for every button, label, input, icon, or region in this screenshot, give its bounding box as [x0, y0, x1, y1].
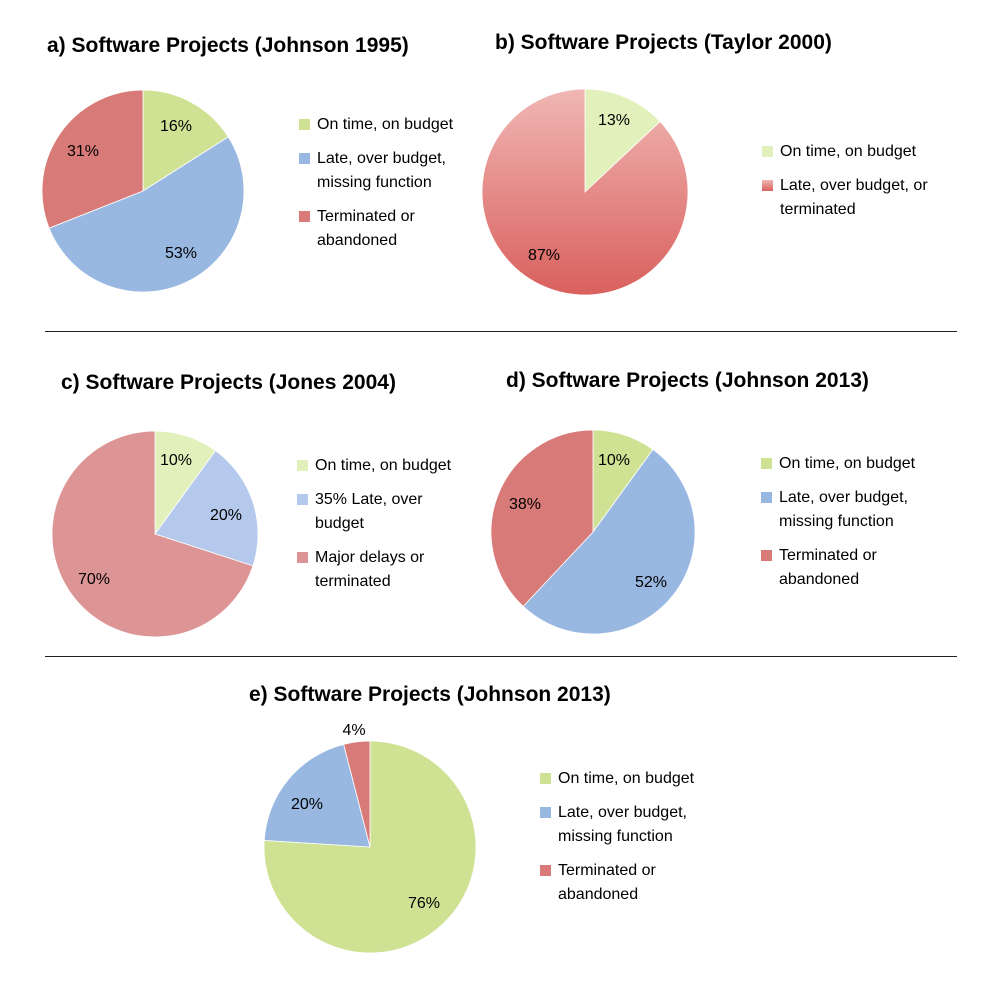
legend: On time, on budget Late, over budget, mis…	[540, 767, 720, 917]
slice-value-label: 38%	[509, 496, 541, 513]
slice-value-label: 70%	[78, 571, 110, 588]
slice-value-label: 16%	[160, 118, 192, 135]
legend-swatch	[762, 180, 773, 191]
legend-label: Terminated or abandoned	[558, 862, 656, 903]
legend-swatch	[299, 119, 310, 130]
divider-top	[45, 331, 957, 332]
pie-slice	[522, 448, 696, 635]
pie-slice	[142, 89, 229, 192]
legend-label: On time, on budget	[315, 457, 452, 474]
legend-item: On time, on budget	[297, 454, 467, 478]
slice-value-label: 20%	[210, 507, 242, 524]
legend-item: Terminated or abandoned	[540, 859, 720, 907]
legend-swatch	[761, 550, 772, 561]
slice-value-label: 31%	[67, 143, 99, 160]
chart-title: a) Software Projects (Johnson 1995)	[47, 34, 409, 57]
legend-swatch	[540, 865, 551, 876]
pie-slice	[154, 450, 259, 567]
legend-swatch	[297, 494, 308, 505]
legend-item: On time, on budget	[761, 452, 931, 476]
legend: On time, on budget Late, over budget, mis…	[299, 113, 469, 263]
legend-swatch	[297, 552, 308, 563]
pie-slice	[490, 429, 594, 607]
legend-swatch	[299, 153, 310, 164]
slice-value-label: 76%	[408, 895, 440, 912]
legend-item: On time, on budget	[540, 767, 720, 791]
legend-item: Terminated or abandoned	[761, 544, 931, 592]
chart-title: c) Software Projects (Jones 2004)	[61, 371, 396, 394]
slice-value-label: 10%	[160, 452, 192, 469]
legend-swatch	[540, 807, 551, 818]
slice-value-label: 53%	[165, 245, 197, 262]
pie-slice	[263, 743, 371, 848]
legend-swatch	[299, 211, 310, 222]
legend-item: Late, over budget, missing function	[299, 147, 469, 195]
pie-slice	[51, 430, 254, 638]
legend-label: Terminated or abandoned	[317, 208, 415, 249]
legend-label: Late, over budget, missing function	[317, 150, 446, 191]
legend-swatch	[762, 146, 773, 157]
legend-label: On time, on budget	[558, 770, 695, 787]
legend-label: On time, on budget	[317, 116, 454, 133]
legend-item: On time, on budget	[762, 140, 932, 164]
legend-item: 35% Late, over budget	[297, 488, 467, 536]
legend: On time, on budget Late, over budget, mis…	[761, 452, 931, 602]
pie-slice	[481, 88, 689, 296]
legend-label: Late, over budget, missing function	[779, 489, 908, 530]
legend-label: Terminated or abandoned	[779, 547, 877, 588]
legend-item: Late, over budget, missing function	[540, 801, 720, 849]
slice-value-label: 13%	[598, 112, 630, 129]
legend-label: Major delays or terminated	[315, 549, 425, 590]
legend-item: Late, over budget, or terminated	[762, 174, 932, 222]
legend: On time, on budget 35% Late, over budget M…	[297, 454, 467, 604]
legend-label: 35% Late, over budget	[315, 491, 423, 532]
pie-slice	[263, 740, 477, 954]
slice-value-label: 52%	[635, 574, 667, 591]
legend-item: Major delays or terminated	[297, 546, 467, 594]
slice-value-label: 20%	[291, 796, 323, 813]
legend-label: Late, over budget, missing function	[558, 804, 687, 845]
legend-item: Terminated or abandoned	[299, 205, 469, 253]
pie-slice	[343, 740, 371, 848]
legend-label: On time, on budget	[779, 455, 916, 472]
slice-value-label: 87%	[528, 247, 560, 264]
legend-item: On time, on budget	[299, 113, 469, 137]
divider-bottom	[45, 656, 957, 657]
pie-slice	[41, 89, 144, 229]
legend: On time, on budget Late, over budget, or …	[762, 140, 932, 232]
slice-value-label: 10%	[598, 452, 630, 469]
legend-label: Late, over budget, or terminated	[780, 177, 928, 218]
legend-swatch	[297, 460, 308, 471]
legend-swatch	[540, 773, 551, 784]
pie-slice	[584, 88, 661, 193]
chart-title: b) Software Projects (Taylor 2000)	[495, 31, 832, 54]
pie-slice	[48, 136, 245, 293]
legend-swatch	[761, 492, 772, 503]
legend-item: Late, over budget, missing function	[761, 486, 931, 534]
legend-label: On time, on budget	[780, 143, 917, 160]
chart-title: e) Software Projects (Johnson 2013)	[249, 683, 611, 706]
slice-value-label: 4%	[342, 722, 365, 739]
chart-title: d) Software Projects (Johnson 2013)	[506, 369, 869, 392]
legend-swatch	[761, 458, 772, 469]
